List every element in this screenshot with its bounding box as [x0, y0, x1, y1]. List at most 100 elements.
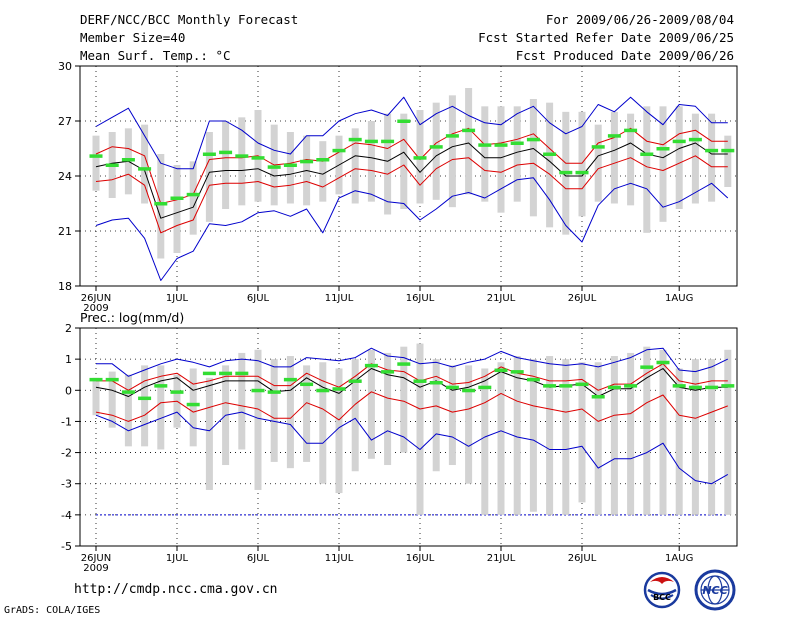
panel2-range-box [400, 346, 408, 453]
panel2-range-box [562, 359, 570, 515]
panel2-range-box [675, 368, 683, 515]
panel1-range-box [481, 106, 489, 202]
panel2-range-box [724, 349, 732, 515]
panel2-year-label: 2009 [83, 563, 108, 574]
panel1-range-box [546, 102, 554, 228]
panel2-climatology-mark [316, 388, 330, 393]
panel1-climatology-mark [89, 154, 103, 158]
panel2-climatology-mark [510, 370, 524, 374]
panel2-ytick-label: 2 [65, 322, 72, 335]
panel1-range-box [691, 113, 699, 204]
panel2-climatology-mark [89, 377, 103, 382]
panel1-range-box [286, 132, 294, 204]
panel1-range-box [384, 113, 392, 215]
panel1-climatology-mark [445, 134, 459, 138]
panel1-xtick-label: 6JUL [247, 293, 270, 304]
panel2-range-box [691, 359, 699, 515]
panel2-range-box [610, 356, 618, 515]
panel1-range-box [367, 121, 375, 202]
panel1-climatology-mark [607, 134, 621, 138]
panel1-ytick-label: 21 [58, 225, 72, 238]
panel2-range-box [416, 343, 424, 515]
panel2-range-box [270, 359, 278, 462]
panel1-climatology-mark [105, 163, 119, 167]
panel2-climatology-mark [332, 387, 346, 391]
panel2-range-box [141, 365, 149, 447]
panel1-range-box [578, 111, 586, 217]
panel2-climatology-mark [429, 381, 443, 385]
panel1-climatology-mark [656, 147, 670, 151]
panel1-climatology-mark [283, 163, 297, 167]
panel2-xtick-label: 26JUN [81, 553, 111, 564]
panel2-climatology-mark [543, 384, 557, 388]
panel1-range-box [205, 132, 213, 222]
panel2-range-box [529, 359, 537, 512]
panel1-xtick-label: 16JUL [406, 293, 435, 304]
variable-label: Mean Surf. Temp.: °C [80, 48, 231, 63]
panel2-climatology-mark [624, 384, 638, 388]
panel2-climatology-mark [656, 360, 670, 365]
panel2-ensemble-mean-line [95, 368, 728, 397]
panel1-climatology-mark [235, 154, 249, 158]
panel1-ytick-label: 27 [58, 115, 72, 128]
panel2-climatology-mark [300, 382, 314, 387]
panel1-climatology-mark [186, 192, 200, 197]
panel1-range-box [92, 135, 100, 191]
panel1-climatology-mark [413, 156, 427, 160]
panel2-climatology-mark [235, 371, 249, 376]
panel2-envelope-min-line [95, 411, 729, 485]
panel1-range-box [659, 106, 667, 222]
panel1-range-box [400, 113, 408, 209]
panel1-climatology-mark [397, 119, 411, 123]
panel1-climatology-mark [526, 137, 540, 142]
panel2-xtick-label: 26JUL [568, 553, 597, 564]
panel1-xtick-label: 21JUL [487, 293, 516, 304]
source-url[interactable]: http://cmdp.ncc.cma.gov.cn [74, 582, 278, 597]
panel2-climatology-mark [251, 388, 265, 393]
panel1-xtick-label: 26JUN [81, 293, 111, 304]
panel1-climatology-mark [138, 167, 152, 171]
panel1-range-box [594, 124, 602, 202]
panel2-range-box [659, 349, 667, 515]
panel1-mean-plus-sd-line [95, 127, 728, 204]
panel1-climatology-mark [267, 165, 281, 169]
grads-credit: GrADS: COLA/IGES [4, 605, 101, 616]
panel2-xtick-label: 6JUL [247, 553, 270, 564]
refer-date: Fcst Started Refer Date 2009/06/25 [478, 30, 734, 45]
panel1-xtick-label: 26JUL [568, 293, 597, 304]
panel1-range-box [351, 128, 359, 204]
panel1-climatology-mark [462, 128, 476, 133]
panel2-range-box [92, 377, 100, 416]
panel1-climatology-mark [575, 170, 589, 175]
panel1-range-box [222, 121, 230, 209]
panel1-range-box [189, 161, 197, 235]
panel1-xtick-label: 11JUL [325, 293, 354, 304]
panel1-mean-minus-sd-line [95, 155, 728, 234]
panel2-climatology-mark [348, 379, 362, 383]
panel1-range-box [529, 99, 537, 217]
panel2-range-box [578, 362, 586, 503]
panel2-range-box [594, 362, 602, 515]
panel2-xtick-label: 11JUL [325, 553, 354, 564]
panel2-climatology-mark [526, 377, 540, 382]
panel1-climatology-mark [429, 145, 443, 149]
panel2-range-box [108, 371, 116, 428]
panel2-range-box [367, 349, 375, 459]
panel2-climatology-mark [138, 396, 152, 401]
panel2-range-box [319, 362, 327, 484]
panel2-range-box [432, 359, 440, 472]
panel1-range-box [465, 88, 473, 195]
panel1-range-box [513, 106, 521, 202]
panel1-range-box [238, 117, 246, 206]
panel2-climatology-mark [721, 384, 735, 388]
panel2-frame [79, 327, 738, 547]
panel1-ytick-label: 30 [58, 60, 72, 73]
panel2-range-box [303, 365, 311, 462]
panel1-climatology-mark [170, 196, 184, 200]
panel2-climatology-mark [413, 379, 427, 383]
panel1-range-box [724, 135, 732, 187]
panel2-range-box [351, 359, 359, 472]
panel1-range-box [610, 111, 618, 204]
panel2-range-box [124, 374, 132, 447]
bcc-logo: BCC [643, 571, 681, 609]
